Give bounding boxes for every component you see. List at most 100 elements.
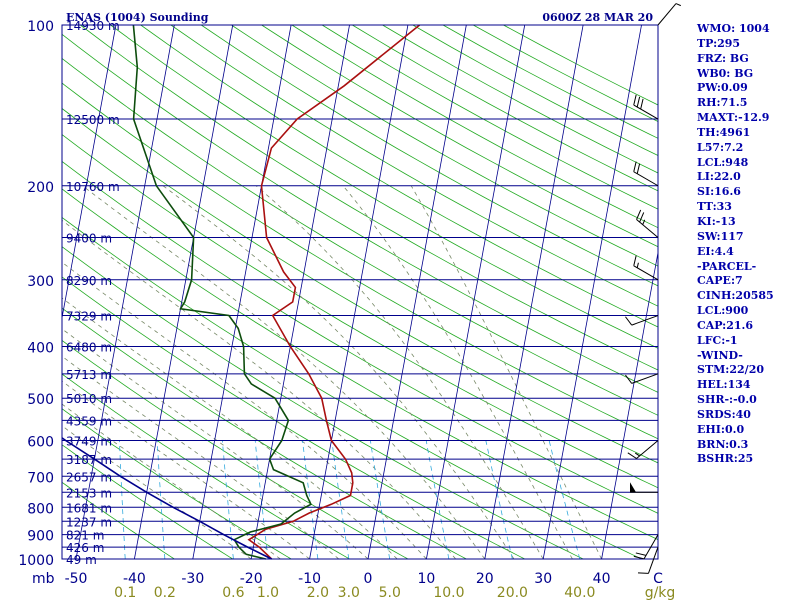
index-28: BRN:0.3	[697, 437, 749, 451]
wind-barb-shaft	[636, 219, 659, 238]
mixing-ratio-label: 40.0	[564, 585, 595, 600]
dry-adiabat	[61, 161, 659, 514]
dry-adiabat	[61, 444, 234, 560]
height-label: 1237 m	[66, 515, 112, 529]
temperature-profile	[247, 24, 421, 560]
pressure-tick-label: 900	[27, 529, 54, 545]
wind-barb-full	[639, 212, 645, 223]
wind-barb-half	[636, 262, 639, 268]
index-26: SRDS:40	[697, 407, 751, 421]
isotherm	[426, 24, 526, 560]
temperature-tick-label: -10	[298, 571, 321, 587]
wind-barb-shaft	[647, 546, 659, 574]
temperature-tick-label: -50	[65, 571, 88, 587]
valid-time: 0600Z 28 MAR 20	[542, 11, 653, 24]
mixing-ratio-label: 10.0	[433, 585, 464, 600]
mixing-ratio-line	[254, 440, 269, 560]
dry-adiabat	[80, 24, 659, 371]
index-17: CAPE:7	[697, 274, 743, 288]
pressure-tick-label: 200	[27, 180, 54, 196]
mixing-ratio-label: 2.0	[307, 585, 329, 600]
wind-barb	[625, 315, 659, 326]
pressure-tick-label: 400	[27, 341, 54, 357]
wind-barb-full	[625, 374, 633, 384]
index-27: EHI:0.0	[697, 422, 745, 436]
dry-adiabat	[261, 24, 659, 248]
wind-barb	[627, 440, 659, 459]
height-label: 3749 m	[66, 435, 112, 449]
index-22: -WIND-	[697, 348, 743, 362]
temperature-tick-label: 20	[476, 571, 494, 587]
wind-barb-full	[633, 161, 637, 172]
index-15: EI:4.4	[697, 244, 734, 258]
dry-adiabat	[412, 24, 659, 156]
index-11: SI:16.6	[697, 185, 741, 199]
mixing-ratio-line	[302, 440, 319, 560]
wind-barb-shaft	[657, 3, 677, 26]
mixing-ratio-label: 0.6	[222, 585, 244, 600]
isotherm	[601, 252, 659, 560]
isotherms	[61, 24, 659, 560]
moist-adiabat	[61, 328, 369, 560]
station-title: ENAS (1004) Sounding	[66, 11, 209, 24]
dry-adiabat	[61, 340, 409, 560]
isotherm	[75, 24, 175, 560]
temperature-tick-label: 40	[593, 571, 611, 587]
dry-adiabat	[61, 246, 584, 560]
index-16: -PARCEL-	[697, 259, 757, 273]
dry-adiabat	[352, 24, 659, 192]
index-9: LCL:948	[697, 155, 749, 169]
mixing-ratio-label: 5.0	[379, 585, 401, 600]
isotherm	[192, 24, 292, 560]
dry-adiabat	[291, 24, 659, 229]
wind-barb	[657, 3, 681, 26]
index-6: MAXT:-12.9	[697, 111, 770, 125]
index-13: KI:-13	[697, 214, 736, 228]
wind-barb-full	[625, 316, 633, 326]
wind-barb-full	[636, 96, 641, 108]
index-8: L57:7.2	[697, 140, 744, 154]
index-29: BSHR:25	[697, 452, 754, 466]
index-12: TT:33	[697, 200, 732, 214]
dry-adiabat	[61, 108, 659, 464]
mixing-ratio-lines	[119, 440, 581, 560]
pressure-tick-label: 600	[27, 435, 54, 451]
height-label: 8290 m	[66, 274, 112, 288]
pressure-tick-label: 100	[27, 19, 54, 35]
index-5: RH:71.5	[697, 96, 748, 110]
wind-barb-shaft	[633, 171, 659, 187]
moist-adiabat	[61, 403, 281, 560]
wind-barb-full	[640, 98, 644, 110]
index-20: CAP:21.6	[697, 318, 754, 332]
moist-adiabat	[410, 185, 602, 560]
mixing-ratio-label: g/kg	[645, 585, 676, 600]
height-label: 1681 m	[66, 501, 112, 515]
index-2: FRZ: BG	[697, 51, 749, 65]
isotherm	[484, 24, 584, 560]
wind-barb-shaft	[631, 373, 659, 384]
index-18: CINH:20585	[697, 289, 774, 303]
wind-barb-full	[633, 555, 645, 560]
index-23: STM:22/20	[697, 363, 764, 377]
index-1: TP:295	[697, 36, 741, 50]
chart-frame	[61, 24, 659, 560]
sounding-indices-panel: WMO: 1004 TP:295 FRZ: BG WB0: BG PW:0.09 RH:7…	[697, 22, 797, 467]
wind-barb-full	[636, 209, 642, 220]
parcel-profile	[61, 437, 272, 560]
wind-barb	[633, 161, 659, 187]
pressure-tick-label: 500	[27, 392, 54, 408]
height-label: 4359 m	[66, 414, 112, 428]
wind-barb	[625, 373, 659, 384]
moist-adiabat	[61, 261, 427, 560]
wind-barb-full	[637, 572, 649, 574]
dry-adiabat	[473, 24, 659, 122]
sounding-profiles	[61, 24, 421, 560]
wind-barbs	[625, 3, 681, 574]
isotherm	[367, 24, 467, 560]
height-label: 5713 m	[66, 368, 112, 382]
height-label: 2657 m	[66, 470, 112, 484]
index-10: LI:22.0	[697, 170, 741, 184]
dry-adiabat	[231, 24, 659, 267]
